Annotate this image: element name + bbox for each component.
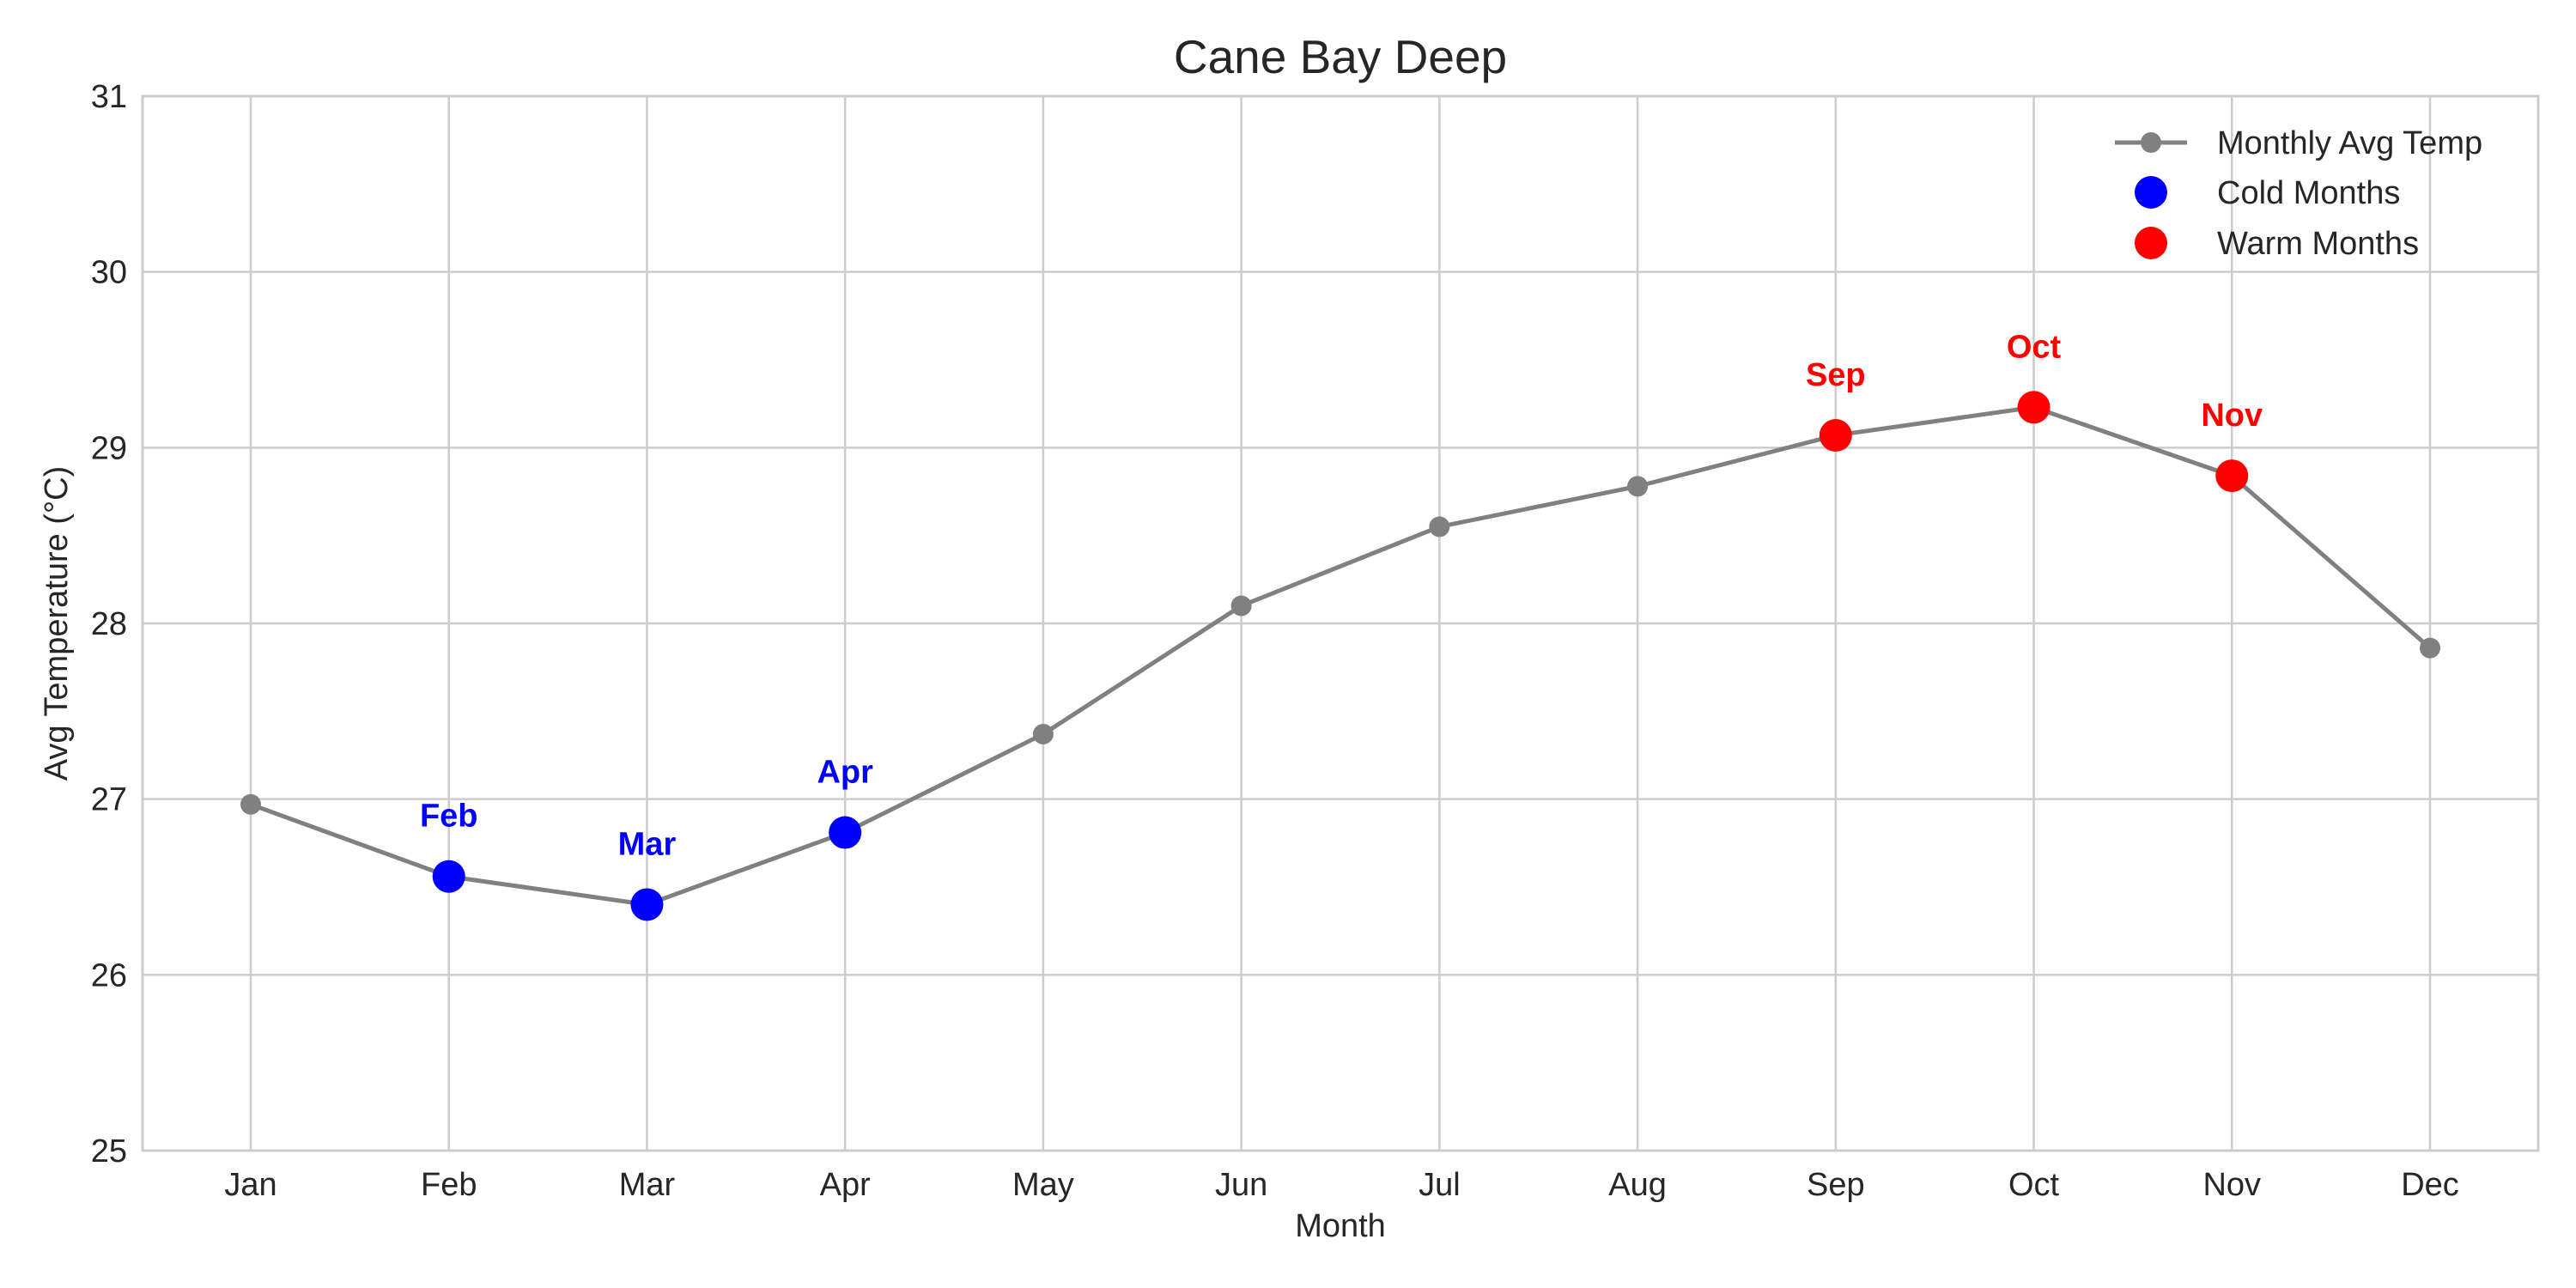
y-tick-label: 31 xyxy=(91,79,127,115)
x-tick-label: Jan xyxy=(224,1167,276,1203)
highlight-point xyxy=(630,888,664,921)
x-tick-label: Feb xyxy=(421,1167,477,1203)
x-tick-label: Sep xyxy=(1807,1167,1865,1203)
highlight-point xyxy=(2215,459,2249,493)
point-annotation: Feb xyxy=(420,799,478,835)
legend-swatch xyxy=(2135,227,2167,259)
highlight-point xyxy=(829,816,862,849)
legend-entry-label: Monthly Avg Temp xyxy=(2217,125,2482,161)
data-point xyxy=(1032,723,1054,744)
data-point xyxy=(1627,476,1649,497)
legend-marker-swatch xyxy=(2141,132,2161,153)
legend-entry-label: Cold Months xyxy=(2217,175,2400,211)
x-tick-label: May xyxy=(1012,1167,1074,1203)
point-annotation: Mar xyxy=(618,826,677,862)
data-point xyxy=(1429,516,1450,538)
y-tick-label: 25 xyxy=(91,1133,127,1170)
highlight-point xyxy=(432,860,465,893)
chart-title: Cane Bay Deep xyxy=(1174,30,1507,83)
x-tick-label: Dec xyxy=(2401,1167,2459,1203)
highlight-point xyxy=(1819,419,1852,453)
x-tick-label: Aug xyxy=(1608,1167,1667,1203)
y-tick-label: 27 xyxy=(91,782,127,818)
point-annotation: Nov xyxy=(2201,398,2263,434)
y-tick-label: 28 xyxy=(91,606,127,642)
x-tick-label: Mar xyxy=(619,1167,676,1203)
highlight-point xyxy=(2017,391,2050,424)
plot-frame xyxy=(141,94,2540,1152)
x-tick-label: Nov xyxy=(2202,1167,2261,1203)
y-tick-label: 29 xyxy=(91,430,127,466)
x-tick-label: Oct xyxy=(2008,1167,2060,1203)
data-point xyxy=(1230,595,1252,617)
data-point xyxy=(240,793,261,815)
grid xyxy=(143,94,2538,1152)
x-axis-label: Month xyxy=(1295,1208,1386,1244)
tick-labels: Jan Feb Mar Apr May Jun Jul Aug Sep Oct Nov Dec 25 26… xyxy=(91,79,2459,1203)
y-tick-label: 30 xyxy=(91,255,127,291)
series-layer: Feb Mar Apr Sep Oct Nov xyxy=(240,329,2440,921)
x-tick-label: Jun xyxy=(1215,1167,1267,1203)
legend-swatch xyxy=(2135,176,2167,209)
y-tick-label: 26 xyxy=(91,957,127,993)
x-tick-label: Apr xyxy=(820,1167,871,1203)
data-point xyxy=(2420,637,2440,659)
point-annotation: Apr xyxy=(817,755,873,791)
point-annotation: Sep xyxy=(1806,357,1866,393)
series-line xyxy=(250,404,2432,907)
y-axis-label: Avg Temperature (°C) xyxy=(39,466,75,781)
x-tick-label: Jul xyxy=(1419,1167,1461,1203)
point-annotation: Oct xyxy=(2007,329,2062,365)
legend-entry-label: Warm Months xyxy=(2217,226,2419,262)
legend: Monthly Avg Temp Cold Months Warm Months xyxy=(2115,125,2482,262)
